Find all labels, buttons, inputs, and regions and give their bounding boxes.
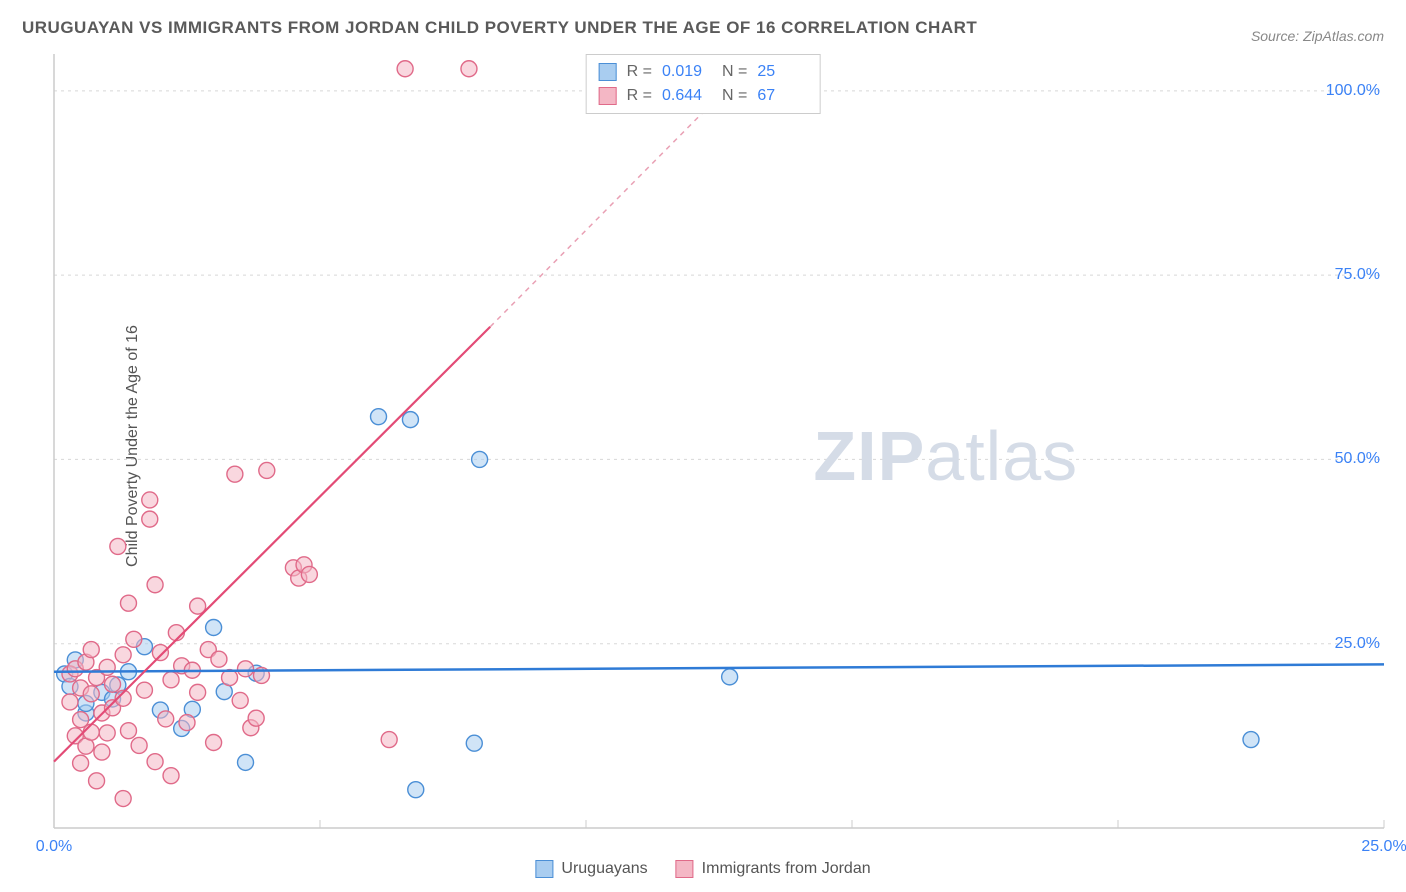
y-tick-label: 25.0%: [1335, 635, 1380, 653]
svg-text:ZIPatlas: ZIPatlas: [813, 417, 1078, 495]
y-tick-label: 50.0%: [1335, 450, 1380, 468]
swatch-icon: [676, 860, 694, 878]
stats-legend: R = 0.019 N = 25 R = 0.644 N = 67: [586, 54, 821, 114]
plot-area: ZIPatlas: [52, 52, 1386, 830]
y-tick-label: 75.0%: [1335, 266, 1380, 284]
chart-title: URUGUAYAN VS IMMIGRANTS FROM JORDAN CHIL…: [22, 18, 977, 38]
legend-label: Uruguayans: [561, 860, 647, 878]
r-value: 0.644: [662, 84, 712, 108]
x-tick-label: 25.0%: [1361, 838, 1406, 856]
r-label: R =: [627, 84, 652, 108]
n-value: 25: [757, 60, 807, 84]
legend-item-jordan: Immigrants from Jordan: [676, 860, 871, 878]
legend-item-uruguayans: Uruguayans: [535, 860, 647, 878]
bottom-legend: Uruguayans Immigrants from Jordan: [535, 860, 870, 878]
y-tick-label: 100.0%: [1326, 82, 1380, 100]
r-value: 0.019: [662, 60, 712, 84]
stats-row-uruguayans: R = 0.019 N = 25: [599, 60, 808, 84]
swatch-icon: [599, 87, 617, 105]
r-label: R =: [627, 60, 652, 84]
n-value: 67: [757, 84, 807, 108]
scatter-plot: ZIPatlas: [52, 52, 1386, 830]
stats-row-jordan: R = 0.644 N = 67: [599, 84, 808, 108]
swatch-icon: [599, 63, 617, 81]
x-tick-label: 0.0%: [36, 838, 72, 856]
n-label: N =: [722, 60, 747, 84]
swatch-icon: [535, 860, 553, 878]
source-attribution: Source: ZipAtlas.com: [1251, 28, 1384, 44]
legend-label: Immigrants from Jordan: [702, 860, 871, 878]
n-label: N =: [722, 84, 747, 108]
